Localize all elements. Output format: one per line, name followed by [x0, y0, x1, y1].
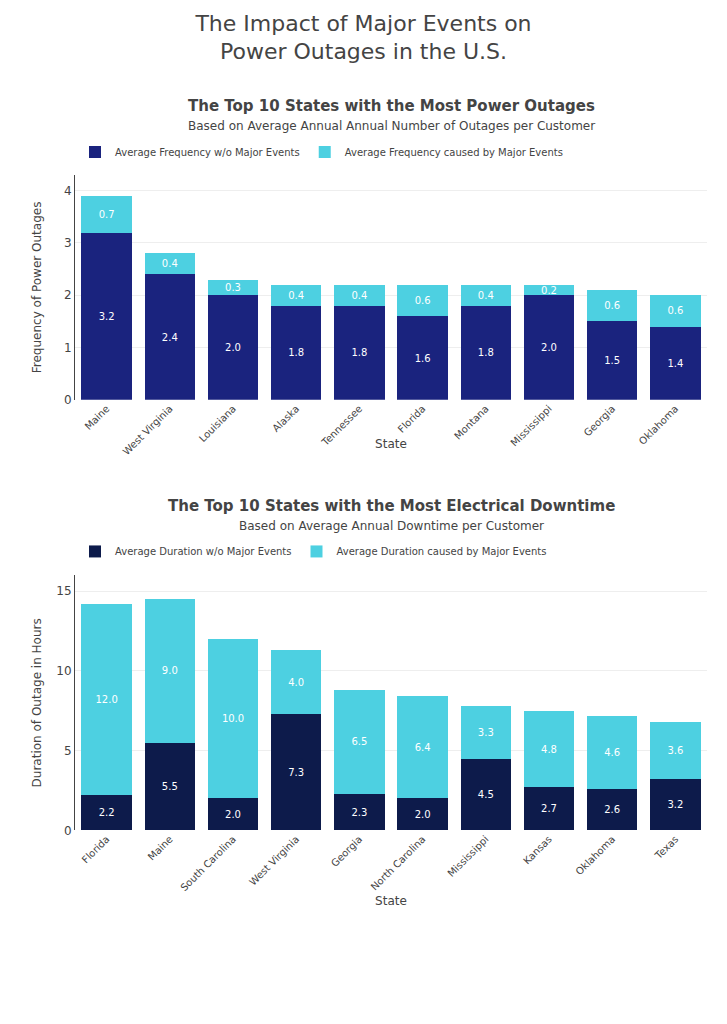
svg-text:2.0: 2.0 [225, 809, 241, 820]
svg-text:0.4: 0.4 [288, 290, 304, 301]
svg-text:Oklahoma: Oklahoma [637, 403, 681, 447]
svg-text:North Carolina: North Carolina [369, 834, 428, 893]
svg-text:Kansas: Kansas [521, 834, 554, 867]
svg-text:3: 3 [64, 236, 72, 250]
svg-text:Florida: Florida [80, 834, 112, 866]
svg-text:Frequency of Power Outages: Frequency of Power Outages [30, 202, 44, 374]
svg-text:4.6: 4.6 [604, 747, 620, 758]
svg-text:1.6: 1.6 [415, 353, 431, 364]
svg-text:State: State [375, 437, 407, 451]
svg-text:South Carolina: South Carolina [178, 834, 238, 894]
svg-text:5: 5 [64, 744, 72, 758]
svg-text:Alaska: Alaska [270, 403, 301, 434]
svg-text:0.6: 0.6 [667, 305, 683, 316]
svg-text:0.6: 0.6 [604, 300, 620, 311]
svg-text:2.0: 2.0 [541, 342, 557, 353]
svg-text:12.0: 12.0 [95, 694, 117, 705]
svg-text:Texas: Texas [652, 834, 680, 862]
svg-text:4.0: 4.0 [288, 677, 304, 688]
svg-text:1.8: 1.8 [478, 347, 494, 358]
svg-text:Oklahoma: Oklahoma [573, 834, 617, 878]
svg-text:Average Frequency w/o Major Ev: Average Frequency w/o Major Events [115, 147, 300, 158]
svg-text:1.8: 1.8 [351, 347, 367, 358]
svg-text:The Top 10 States with the Mos: The Top 10 States with the Most Electric… [168, 497, 615, 515]
svg-text:Georgia: Georgia [582, 403, 618, 439]
svg-text:2.4: 2.4 [162, 332, 178, 343]
svg-text:Duration of Outage in Hours: Duration of Outage in Hours [30, 618, 44, 787]
svg-text:Mississippi: Mississippi [445, 834, 490, 879]
svg-text:The Impact of Major Events onP: The Impact of Major Events onPower Outag… [194, 11, 531, 65]
svg-text:Florida: Florida [396, 403, 428, 435]
svg-text:Based on Average Annual Annual: Based on Average Annual Annual Number of… [188, 119, 595, 133]
svg-text:0.4: 0.4 [478, 290, 494, 301]
svg-text:2.2: 2.2 [99, 807, 115, 818]
svg-text:4.5: 4.5 [478, 789, 494, 800]
svg-text:2.3: 2.3 [351, 807, 367, 818]
svg-text:0.3: 0.3 [225, 282, 241, 293]
svg-text:Average Duration caused by Maj: Average Duration caused by Major Events [337, 546, 547, 557]
svg-text:6.4: 6.4 [415, 742, 431, 753]
svg-text:9.0: 9.0 [162, 665, 178, 676]
svg-text:10: 10 [56, 664, 71, 678]
svg-text:3.2: 3.2 [99, 311, 115, 322]
svg-text:5.5: 5.5 [162, 781, 178, 792]
svg-text:7.3: 7.3 [288, 767, 304, 778]
svg-text:Average Duration w/o Major Eve: Average Duration w/o Major Events [115, 546, 292, 557]
svg-text:Mississippi: Mississippi [508, 403, 553, 448]
svg-text:3.6: 3.6 [667, 745, 683, 756]
svg-text:3.3: 3.3 [478, 727, 494, 738]
svg-text:Maine: Maine [83, 403, 112, 432]
svg-text:15: 15 [56, 584, 71, 598]
svg-text:3.2: 3.2 [667, 799, 683, 810]
svg-text:2.7: 2.7 [541, 803, 557, 814]
svg-text:6.5: 6.5 [351, 736, 367, 747]
svg-text:West Virginia: West Virginia [121, 403, 175, 457]
svg-text:Maine: Maine [146, 834, 175, 863]
svg-text:2.0: 2.0 [415, 809, 431, 820]
svg-text:2.6: 2.6 [604, 804, 620, 815]
svg-text:1: 1 [64, 341, 72, 355]
svg-text:Tennessee: Tennessee [319, 403, 364, 448]
svg-text:10.0: 10.0 [222, 713, 244, 724]
svg-text:0: 0 [64, 824, 72, 838]
svg-text:0.4: 0.4 [351, 290, 367, 301]
svg-text:Louisiana: Louisiana [197, 403, 238, 444]
svg-text:1.4: 1.4 [667, 358, 683, 369]
svg-text:0: 0 [64, 393, 72, 407]
svg-text:0.4: 0.4 [162, 258, 178, 269]
svg-text:Georgia: Georgia [329, 834, 365, 870]
svg-text:1.8: 1.8 [288, 347, 304, 358]
svg-text:West Virginia: West Virginia [247, 834, 301, 888]
svg-text:State: State [375, 894, 407, 908]
svg-text:2: 2 [64, 288, 72, 302]
svg-text:4: 4 [64, 184, 72, 198]
svg-text:1.5: 1.5 [604, 355, 620, 366]
svg-text:2.0: 2.0 [225, 342, 241, 353]
svg-text:The Top 10 States with the Mos: The Top 10 States with the Most Power Ou… [188, 97, 595, 115]
svg-text:Average Frequency caused by Ma: Average Frequency caused by Major Events [345, 147, 563, 158]
svg-text:0.2: 0.2 [541, 285, 557, 296]
svg-text:0.6: 0.6 [415, 295, 431, 306]
svg-text:Based on Average Annual Downti: Based on Average Annual Downtime per Cus… [239, 519, 544, 533]
svg-text:0.7: 0.7 [99, 209, 115, 220]
svg-text:4.8: 4.8 [541, 744, 557, 755]
svg-text:Montana: Montana [452, 403, 491, 442]
